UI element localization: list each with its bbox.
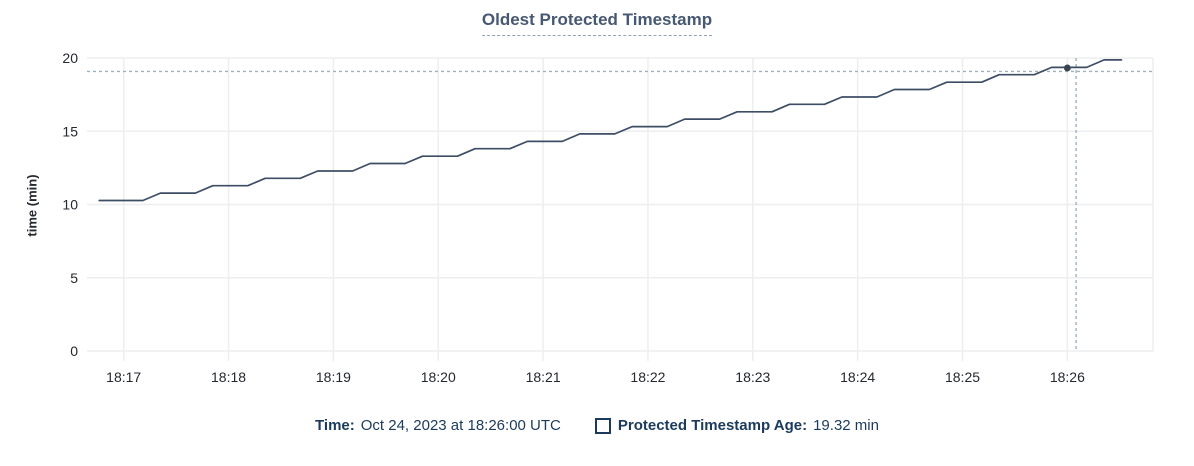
x-tick-label: 18:21 xyxy=(526,369,561,385)
hover-point-dot xyxy=(1063,64,1071,72)
x-tick-label: 18:24 xyxy=(840,369,875,385)
legend-swatch[interactable] xyxy=(594,417,611,434)
x-tick-label: 18:23 xyxy=(735,369,770,385)
y-tick-label: 20 xyxy=(62,50,78,66)
time-label: Time: xyxy=(315,417,355,434)
x-tick-label: 18:19 xyxy=(316,369,351,385)
hover-time-readout: Time: Oct 24, 2023 at 18:26:00 UTC xyxy=(315,417,561,434)
time-value: Oct 24, 2023 at 18:26:00 UTC xyxy=(360,417,561,434)
chart-title[interactable]: Oldest Protected Timestamp xyxy=(481,10,713,36)
y-tick-label: 5 xyxy=(70,270,78,286)
legend-series-value: 19.32 min xyxy=(813,417,879,434)
y-tick-label: 15 xyxy=(62,123,78,139)
x-tick-label: 18:17 xyxy=(106,369,141,385)
x-tick-label: 18:22 xyxy=(630,369,665,385)
series-line-protected-timestamp-age xyxy=(98,59,1123,202)
y-tick-label: 10 xyxy=(62,197,78,213)
y-tick-label: 0 xyxy=(70,343,78,359)
line-chart-plot[interactable]: 0 5 10 15 20 18:17 18:18 18:19 18:20 18:21 18:22 18… xyxy=(0,0,1194,400)
x-tick-label: 18:20 xyxy=(421,369,456,385)
chart-title-row: Oldest Protected Timestamp xyxy=(0,10,1194,36)
legend-item-protected-timestamp-age[interactable]: Protected Timestamp Age: 19.32 min xyxy=(594,417,879,434)
x-tick-label: 18:25 xyxy=(945,369,980,385)
legend-series-label: Protected Timestamp Age: xyxy=(617,417,808,434)
x-tick-label: 18:18 xyxy=(211,369,246,385)
x-tick-label: 18:26 xyxy=(1050,369,1085,385)
chart-footer: Time: Oct 24, 2023 at 18:26:00 UTC Prote… xyxy=(0,417,1194,434)
